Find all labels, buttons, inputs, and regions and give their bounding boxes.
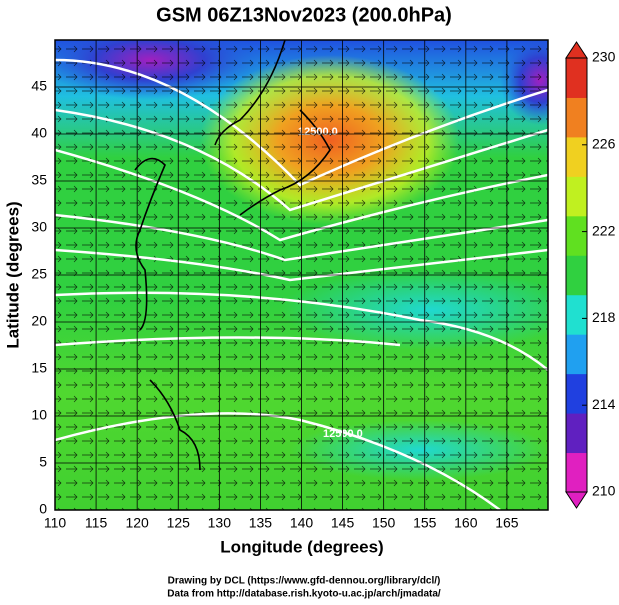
field xyxy=(55,40,548,510)
y-tick-label: 25 xyxy=(31,266,47,282)
colorbar-segment xyxy=(566,136,587,177)
colorbar-segment xyxy=(566,373,587,414)
x-tick-label: 150 xyxy=(372,515,396,531)
colorbar-segment xyxy=(566,215,587,256)
y-tick-label: 10 xyxy=(31,407,47,423)
contour-label: 12500.0 xyxy=(298,126,338,138)
y-tick-label: 30 xyxy=(31,219,47,235)
colorbar-tick-label: 210 xyxy=(592,483,616,499)
colorbar-segment xyxy=(566,334,587,375)
colorbar-frame xyxy=(565,57,588,493)
x-tick-label: 145 xyxy=(331,515,355,531)
colorbar-segment xyxy=(566,58,587,98)
y-tick-label: 35 xyxy=(31,172,47,188)
colorbar-extend-top xyxy=(565,41,588,59)
x-tick-label: 140 xyxy=(290,515,314,531)
colorbar-extend-bottom xyxy=(565,491,588,509)
x-tick-label: 160 xyxy=(454,515,478,531)
y-tick-label: 0 xyxy=(39,501,47,517)
x-axis-label: Longitude (degrees) xyxy=(220,537,383,556)
colorbar-segment xyxy=(566,452,587,493)
x-tick-label: 125 xyxy=(167,515,191,531)
x-tick-label: 135 xyxy=(249,515,273,531)
colorbar-tick-label: 230 xyxy=(592,49,616,65)
colorbar-segment xyxy=(566,176,587,217)
colorbar-tick-label: 222 xyxy=(592,222,616,238)
colorbar-tick-label: 214 xyxy=(592,396,616,412)
credit: Data from http://database.rish.kyoto-u.a… xyxy=(167,589,441,600)
colorbar-tick-label: 218 xyxy=(592,309,616,325)
colorbar-tick-label: 226 xyxy=(592,136,616,152)
y-tick-label: 45 xyxy=(31,78,47,94)
credit: Drawing by DCL (https://www.gfd-dennou.o… xyxy=(168,576,441,587)
x-tick-label: 155 xyxy=(413,515,437,531)
x-tick-label: 165 xyxy=(495,515,519,531)
x-tick-label: 115 xyxy=(85,515,108,531)
colorbar-segment xyxy=(566,97,587,138)
colorbar-segment xyxy=(566,413,587,454)
y-axis-label: Latitude (degrees) xyxy=(3,201,22,348)
chart-title: GSM 06Z13Nov2023 (200.0hPa) xyxy=(156,4,452,26)
x-tick-label: 130 xyxy=(208,515,232,531)
y-tick-label: 20 xyxy=(31,313,47,329)
x-tick-label: 110 xyxy=(44,515,67,531)
colorbar-segment xyxy=(566,255,587,296)
colorbar-segment xyxy=(566,294,587,335)
y-tick-label: 15 xyxy=(31,360,47,376)
y-tick-label: 5 xyxy=(39,454,47,470)
x-tick-label: 120 xyxy=(125,515,149,531)
y-tick-label: 40 xyxy=(31,125,47,141)
